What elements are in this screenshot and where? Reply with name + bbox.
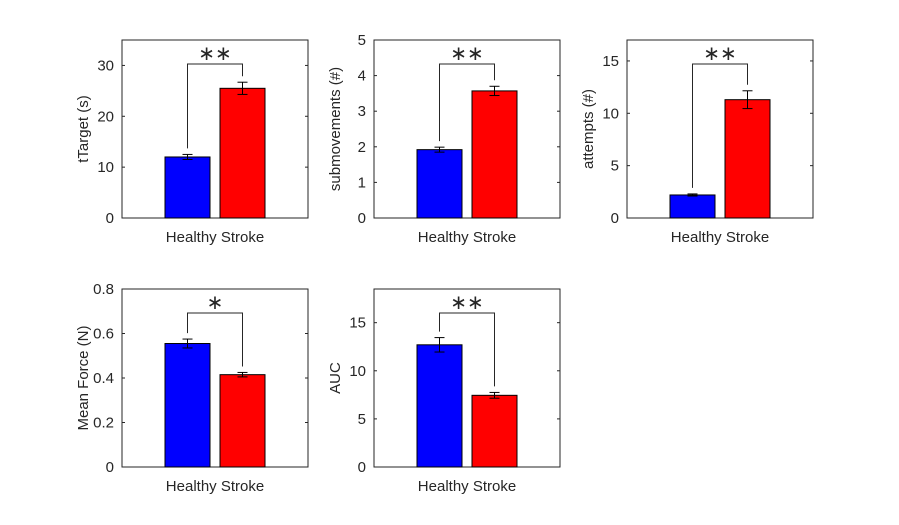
y-tick-label: 2 <box>358 139 366 156</box>
chart-panel-2: 0 1 2 3 4 5 ∗∗ Healthy Stroke submovements (#) <box>327 32 561 246</box>
y-tick-label: 20 <box>97 108 114 125</box>
y-tick-label: 10 <box>97 159 114 176</box>
significance-bracket <box>187 312 243 367</box>
bar-stroke <box>471 90 518 219</box>
y-axis-label: tTarget (s) <box>75 95 92 163</box>
x-axis-label: Healthy Stroke <box>166 229 264 246</box>
y-tick-label: 0 <box>358 459 366 476</box>
y-tick-label: 0 <box>358 210 366 227</box>
y-tick-label: 5 <box>611 158 619 175</box>
y-tick-label: 0.6 <box>93 326 114 343</box>
y-axis-label: AUC <box>327 362 344 394</box>
y-tick-label: 5 <box>358 411 366 428</box>
axes-box <box>373 288 561 468</box>
y-tick-label: 0 <box>611 210 619 227</box>
axes-box <box>626 39 814 219</box>
significance-bracket <box>439 312 495 387</box>
y-tick-label: 4 <box>358 68 366 85</box>
significance-bracket <box>692 63 748 188</box>
bar-stroke <box>219 374 266 468</box>
y-tick-label: 15 <box>602 53 619 70</box>
significance-marker: ∗∗ <box>450 292 484 314</box>
bar-healthy <box>416 149 463 219</box>
y-tick-label: 10 <box>602 105 619 122</box>
y-tick-label: 5 <box>358 32 366 49</box>
chart-panel-1: 0 10 20 30 ∗∗ Healthy Stroke tTarget (s) <box>75 39 309 246</box>
significance-marker: ∗∗ <box>450 43 484 65</box>
axes-box <box>373 39 561 219</box>
y-tick-label: 0 <box>106 459 114 476</box>
x-axis-label: Healthy Stroke <box>418 478 516 495</box>
x-axis-label: Healthy Stroke <box>671 229 769 246</box>
bar-healthy <box>164 343 211 468</box>
y-tick-label: 0.8 <box>93 281 114 298</box>
y-tick-label: 0 <box>106 210 114 227</box>
chart-panel-5: 0 5 10 15 ∗∗ Healthy Stroke AUC <box>327 288 561 495</box>
y-tick-label: 1 <box>358 174 366 191</box>
axes-box <box>121 288 309 468</box>
bar-stroke <box>219 87 266 219</box>
significance-marker: ∗∗ <box>198 43 232 65</box>
significance-marker: ∗∗ <box>703 43 737 65</box>
y-tick-label: 15 <box>349 315 366 332</box>
y-tick-label: 0.2 <box>93 415 114 432</box>
bar-stroke <box>724 99 771 219</box>
significance-marker: ∗ <box>207 292 224 314</box>
chart-panel-3: 0 5 10 15 ∗∗ Healthy Stroke attempts (#) <box>580 39 814 246</box>
chart-panel-4: 0 0.2 0.4 0.6 0.8 ∗ Healthy Stroke Mean Force (… <box>75 281 309 495</box>
significance-bracket <box>187 63 243 149</box>
y-tick-label: 30 <box>97 57 114 74</box>
y-tick-label: 3 <box>358 103 366 120</box>
bar-healthy <box>416 344 463 468</box>
bar-healthy <box>669 194 716 219</box>
y-axis-label: attempts (#) <box>580 89 597 169</box>
y-axis-label: submovements (#) <box>327 67 344 191</box>
axes-box <box>121 39 309 219</box>
bar-healthy <box>164 156 211 219</box>
bar-stroke <box>471 394 518 468</box>
x-axis-label: Healthy Stroke <box>166 478 264 495</box>
significance-bracket <box>439 63 495 142</box>
y-tick-label: 10 <box>349 363 366 380</box>
y-tick-label: 0.4 <box>93 370 114 387</box>
x-axis-label: Healthy Stroke <box>418 229 516 246</box>
y-axis-label: Mean Force (N) <box>75 325 92 430</box>
